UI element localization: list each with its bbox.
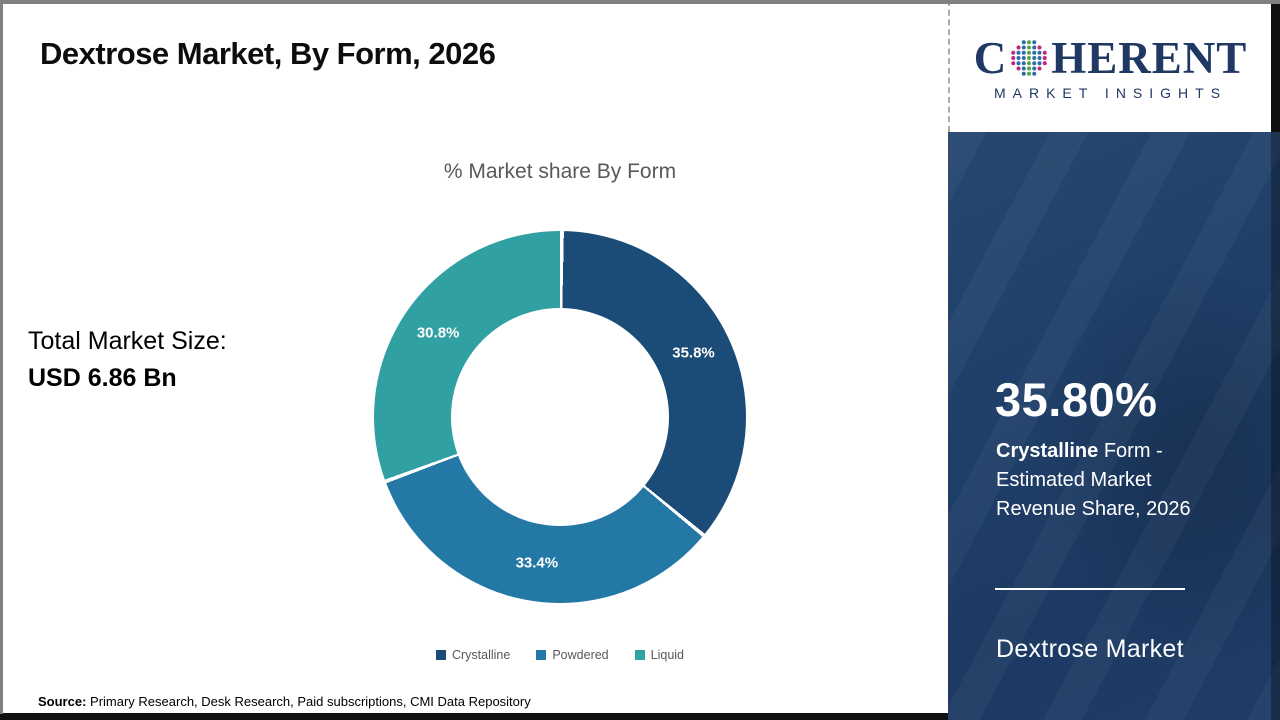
brand-wordmark: C HERENT <box>973 32 1248 83</box>
highlight-stat-label-rest: Form - Estimated Market Revenue Share, 2… <box>996 440 1191 520</box>
source-line: Source: Primary Research, Desk Research,… <box>38 694 531 709</box>
donut-chart: 35.8% 33.4% 30.8% <box>374 231 746 603</box>
page-title: Dextrose Market, By Form, 2026 <box>40 36 496 71</box>
brand-tagline: MARKET INSIGHTS <box>993 84 1228 101</box>
legend-swatch-icon <box>634 650 645 660</box>
sidebar-divider <box>995 588 1185 590</box>
slice-label: 30.8% <box>416 324 460 342</box>
source-text: Primary Research, Desk Research, Paid su… <box>86 694 531 709</box>
sidebar-map-texture <box>948 132 1280 720</box>
total-market-size-value: USD 6.86 Bn <box>28 364 177 392</box>
donut-hole <box>451 308 669 526</box>
brand-logo: C HERENT MARKET INSIGHTS <box>950 4 1271 132</box>
total-market-size-block: Total Market Size: USD 6.86 Bn <box>28 327 227 393</box>
legend-label: Liquid <box>650 648 685 662</box>
highlight-stat-value: 35.80% <box>995 373 1158 426</box>
sidebar-edge-shade <box>1271 132 1280 720</box>
slice-label: 33.4% <box>515 554 559 572</box>
main-panel: Dextrose Market, By Form, 2026 % Market … <box>28 36 746 709</box>
legend-swatch-icon <box>536 650 547 660</box>
highlight-stat-label-bold: Crystalline <box>996 440 1099 462</box>
sidebar-report-title: Dextrose Market <box>996 635 1184 663</box>
legend-swatch-icon <box>435 650 446 660</box>
legend-label: Crystalline <box>451 648 511 662</box>
slice-label: 35.8% <box>672 344 715 362</box>
left-border <box>0 0 3 714</box>
chart-legend: Crystalline Powdered Liquid <box>374 648 746 662</box>
bottom-bar <box>0 713 1280 720</box>
source-label: Source: <box>38 694 87 709</box>
highlight-sidebar: 35.80% Crystalline Form - Estimated Mark… <box>948 132 1280 720</box>
header-dashed-separator <box>948 0 950 132</box>
chart-title: % Market share By Form <box>443 160 677 183</box>
top-border <box>0 0 1280 4</box>
brand-letters-rest: HERENT <box>1051 32 1248 83</box>
legend-label: Powdered <box>552 648 609 662</box>
brand-letter-c: C <box>973 32 1008 83</box>
total-market-size-label: Total Market Size: <box>28 327 227 355</box>
legend-item: Liquid <box>634 648 685 662</box>
legend-item: Crystalline <box>435 648 511 662</box>
legend-item: Powdered <box>536 648 609 662</box>
dotted-globe-icon <box>1011 40 1047 76</box>
highlight-stat-label: Crystalline Form - Estimated Market Reve… <box>996 437 1218 524</box>
